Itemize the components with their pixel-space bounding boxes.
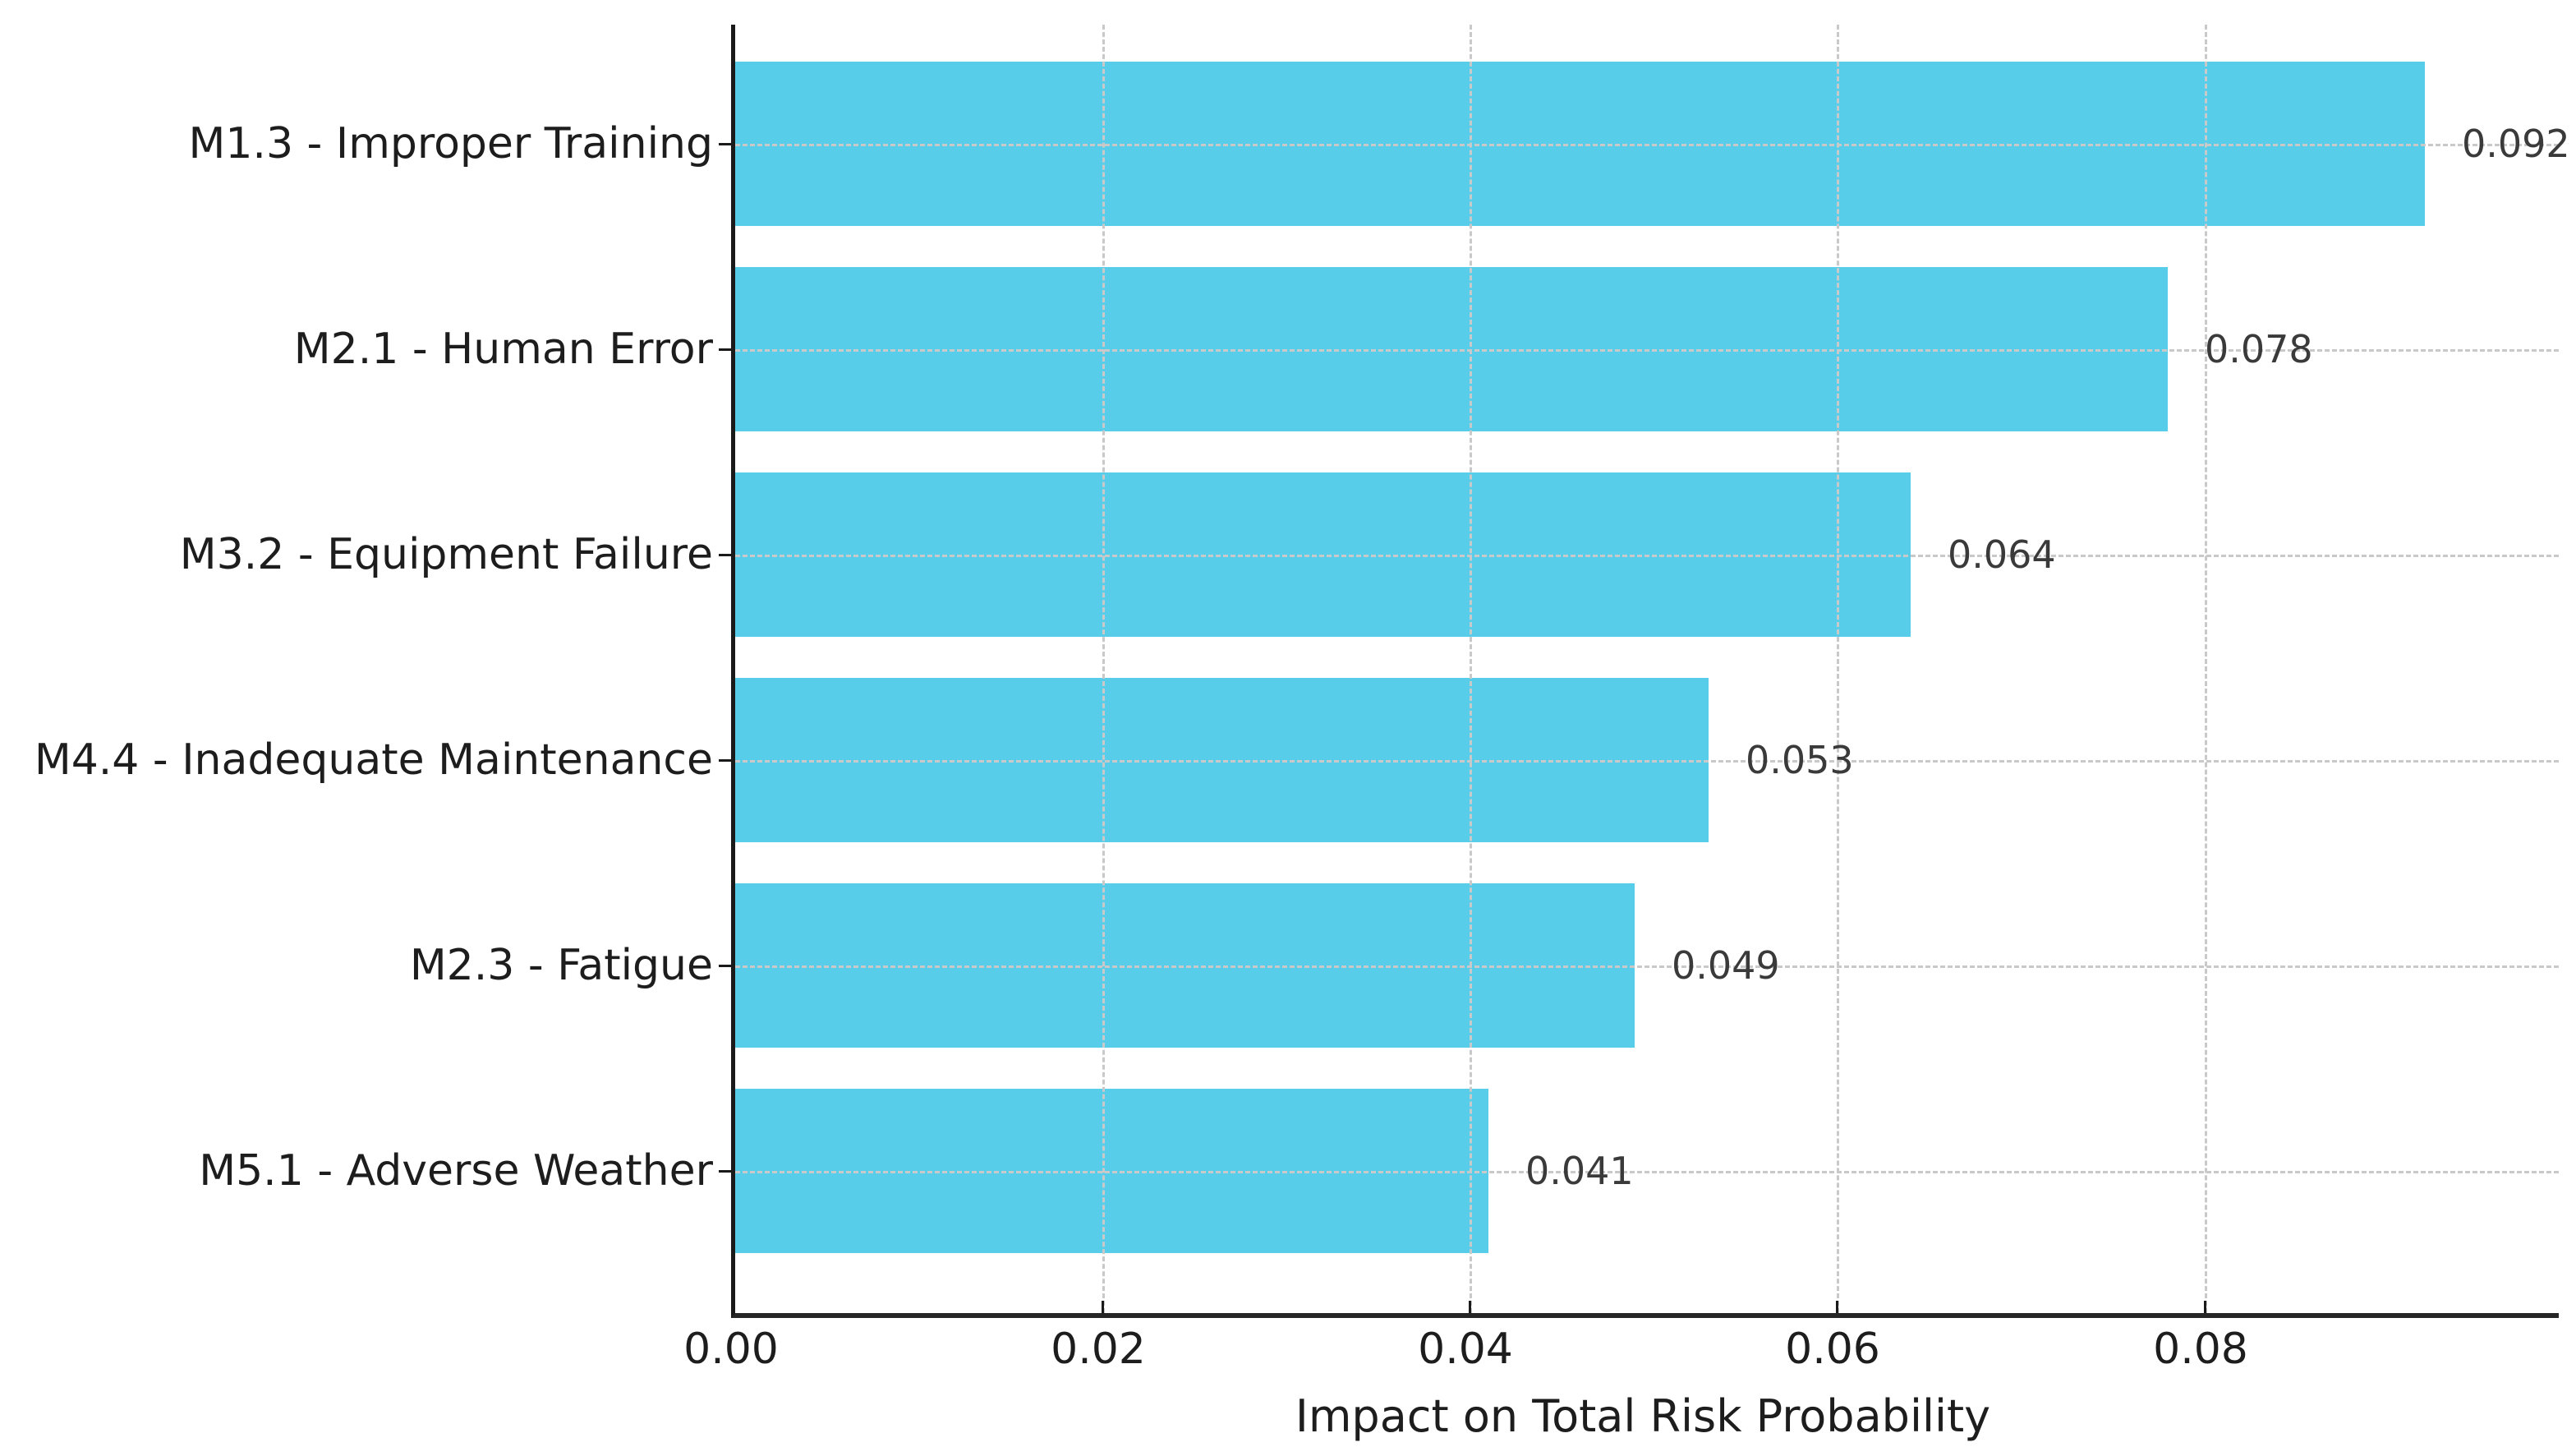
category-label: M3.2 - Equipment Failure <box>179 530 713 579</box>
category-label: M2.1 - Human Error <box>293 325 713 374</box>
x-tick-label: 0.02 <box>1051 1325 1146 1374</box>
x-gridline <box>2205 25 2207 1313</box>
value-label: 0.092 <box>2462 122 2570 166</box>
y-tick-mark <box>719 143 731 145</box>
y-tick-mark <box>719 554 731 556</box>
value-label: 0.053 <box>1746 738 1854 782</box>
category-label: M1.3 - Improper Training <box>188 119 713 168</box>
x-tick-label: 0.08 <box>2153 1325 2248 1374</box>
y-gridline <box>735 349 2559 352</box>
y-gridline <box>735 760 2559 763</box>
x-tick-label: 0.00 <box>683 1325 779 1374</box>
category-label: M5.1 - Adverse Weather <box>199 1146 713 1196</box>
value-label: 0.041 <box>1525 1149 1634 1193</box>
category-label: M4.4 - Inadequate Maintenance <box>34 735 713 785</box>
x-tick-mark <box>1102 1301 1104 1313</box>
x-tick-mark <box>2204 1301 2206 1313</box>
y-tick-mark <box>719 759 731 762</box>
x-tick-label: 0.06 <box>1785 1325 1880 1374</box>
value-label: 0.064 <box>1948 532 2056 577</box>
y-gridline <box>735 1171 2559 1173</box>
x-gridline <box>1837 25 1839 1313</box>
x-gridline <box>1102 25 1105 1313</box>
x-tick-mark <box>1469 1301 1471 1313</box>
category-label: M2.3 - Fatigue <box>409 941 713 990</box>
value-label: 0.078 <box>2205 327 2313 371</box>
y-gridline <box>735 965 2559 968</box>
value-label: 0.049 <box>1672 943 1780 988</box>
x-axis-title: Impact on Total Risk Probability <box>1295 1390 1991 1442</box>
plot-area: 0.092 0.078 0.064 0.053 0.049 0.041 <box>719 25 2570 1318</box>
x-tick-mark <box>1836 1301 1838 1313</box>
x-tick-label: 0.04 <box>1418 1325 1513 1374</box>
y-tick-mark <box>719 965 731 967</box>
y-gridline <box>735 555 2559 557</box>
y-gridline <box>735 144 2559 146</box>
y-tick-mark <box>719 1170 731 1173</box>
x-gridline <box>1470 25 1472 1313</box>
y-tick-mark <box>719 348 731 351</box>
